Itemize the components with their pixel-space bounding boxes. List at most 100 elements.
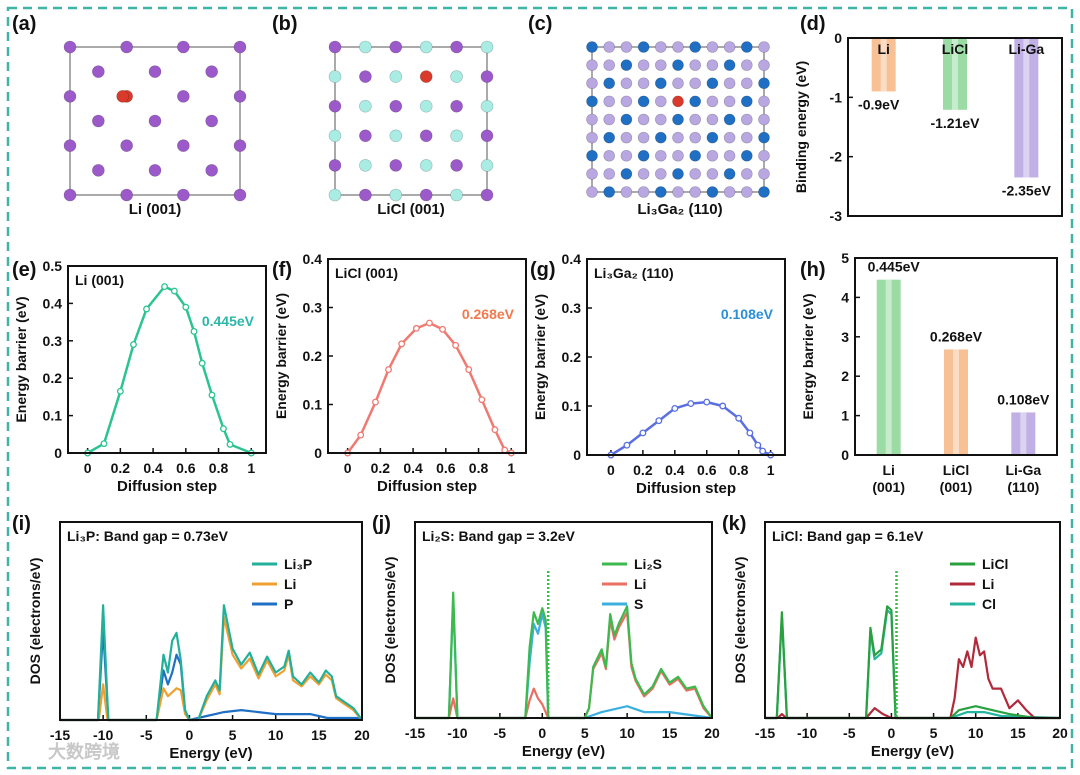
- y-axis-label: Energy barrier (eV): [532, 294, 548, 420]
- atom: [723, 95, 736, 108]
- x-tick-label: 0.6: [697, 462, 717, 478]
- data-point: [759, 447, 767, 455]
- atom: [205, 164, 218, 177]
- atom: [620, 41, 633, 53]
- bar-highlight: [953, 349, 959, 455]
- y-tick-label: -3: [830, 208, 843, 224]
- atom: [637, 168, 650, 180]
- atom: [603, 41, 616, 53]
- legend-label: Li: [634, 576, 646, 592]
- atom: [672, 149, 684, 162]
- atom: [758, 186, 770, 198]
- category-label: LiCl: [943, 462, 969, 478]
- data-point: [465, 366, 473, 374]
- atom: [233, 40, 247, 54]
- atom: [620, 77, 633, 90]
- bar: [944, 349, 968, 455]
- atom: [586, 59, 598, 71]
- atom: [205, 114, 218, 128]
- category-label: Li: [882, 462, 894, 478]
- atom: [63, 139, 77, 152]
- y-tick-label: 0: [834, 30, 842, 46]
- atom: [723, 168, 736, 180]
- x-axis-label: Diffusion step: [636, 480, 736, 497]
- data-point: [226, 440, 234, 448]
- atom: [758, 113, 770, 126]
- x-axis-label: Diffusion step: [377, 478, 477, 495]
- atom: [450, 188, 463, 202]
- data-point: [398, 340, 406, 348]
- atom: [120, 139, 133, 152]
- atom: [620, 168, 633, 180]
- dos-curve-S: [415, 599, 713, 720]
- x-tick-label: 20: [1052, 725, 1068, 741]
- atom: [723, 77, 736, 90]
- category-label: (110): [1007, 479, 1039, 495]
- chart-title: LiCl (001): [335, 265, 398, 281]
- data-label: -1.21eV: [930, 115, 980, 131]
- atom: [723, 131, 736, 144]
- x-tick-label: 0.8: [209, 460, 229, 476]
- atom: [740, 149, 753, 162]
- data-point: [357, 431, 365, 439]
- atom: [654, 131, 667, 144]
- atom: [359, 40, 372, 54]
- legend-label: S: [634, 596, 643, 612]
- bar: [876, 279, 901, 455]
- data-point: [161, 283, 168, 291]
- bar: [1014, 38, 1039, 178]
- x-tick-label: 0: [186, 727, 194, 743]
- atom: [328, 188, 342, 202]
- atom: [758, 168, 770, 180]
- bar-highlight: [885, 279, 892, 455]
- atom: [637, 149, 650, 162]
- x-tick-label: 10: [268, 727, 284, 743]
- atom: [723, 113, 736, 126]
- data-point: [478, 396, 486, 404]
- y-axis-label: DOS (electrons/eV): [732, 557, 748, 684]
- atom: [389, 188, 403, 202]
- data-label: -2.35eV: [1002, 182, 1052, 198]
- atom: [419, 159, 433, 172]
- atom: [389, 99, 403, 113]
- dos-curve-Li: [60, 615, 363, 722]
- data-point: [220, 425, 227, 433]
- y-tick-label: 0.1: [43, 408, 63, 424]
- y-tick-label: 1: [841, 408, 849, 424]
- atom: [389, 129, 403, 143]
- atom: [758, 131, 770, 144]
- atom: [706, 149, 719, 162]
- x-tick-label: 10: [619, 725, 635, 741]
- x-tick-label: 0.8: [729, 462, 749, 478]
- atom: [654, 77, 667, 90]
- dos-curve-Li₂S: [415, 591, 713, 720]
- axes-frame: [854, 257, 1058, 456]
- bar: [1011, 412, 1036, 455]
- atom: [328, 99, 342, 113]
- data-point: [687, 400, 695, 407]
- atom: [620, 113, 633, 126]
- data-point: [198, 359, 206, 367]
- watermark: 大数跨境: [48, 741, 120, 762]
- x-tick-label: 0.6: [176, 460, 196, 476]
- atom: [620, 95, 633, 108]
- x-axis-label: Energy (eV): [522, 743, 605, 760]
- energy-curve: [86, 285, 252, 455]
- atom: [603, 59, 616, 71]
- data-point: [491, 426, 499, 434]
- atom: [389, 70, 403, 83]
- x-tick-label: 1: [507, 460, 515, 476]
- y-tick-label: 0: [54, 445, 62, 461]
- x-tick-label: 1: [247, 460, 255, 476]
- x-tick-label: -10: [93, 727, 113, 743]
- x-tick-label: 5: [930, 725, 938, 741]
- data-point: [170, 287, 178, 295]
- atom: [637, 95, 650, 108]
- y-tick-label: 0.3: [303, 300, 323, 316]
- data-point: [746, 429, 754, 437]
- energy-curve: [346, 321, 512, 455]
- x-tick-label: -10: [797, 725, 817, 741]
- atom: [672, 95, 684, 108]
- data-point: [623, 441, 631, 449]
- atom: [637, 113, 650, 126]
